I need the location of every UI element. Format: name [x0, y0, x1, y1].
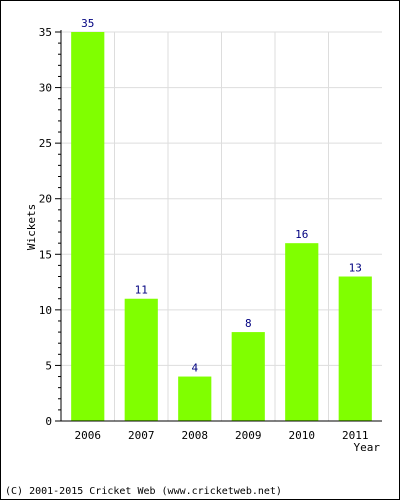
bar-chart: 0 5 10 15 20 25 30 35 35 2006 11 2007 4 2008 8 2009 16 20…	[25, 17, 382, 454]
y-axis-title: Wickets	[25, 204, 38, 250]
labels: 0 5 10 15 20 25 30 35 35 2006 11 2007 4 2008 8 2009 16 20…	[39, 17, 369, 442]
x-tick-label: 2007	[128, 429, 155, 442]
y-tick-label: 20	[39, 193, 52, 206]
data-label: 13	[349, 262, 362, 275]
data-label: 4	[191, 362, 198, 375]
x-tick-label: 2008	[182, 429, 209, 442]
bar-2006	[71, 32, 105, 421]
y-tick-label: 0	[45, 415, 52, 428]
bar-2009	[231, 332, 265, 421]
y-tick-label: 10	[39, 304, 52, 317]
data-label: 11	[135, 284, 148, 297]
copyright-footer: (C) 2001-2015 Cricket Web (www.cricketwe…	[5, 486, 282, 497]
bar-2008	[178, 376, 212, 421]
grid-lines	[61, 31, 382, 421]
bar-2007	[124, 298, 158, 421]
data-label: 8	[245, 317, 252, 330]
bar-2010	[285, 243, 319, 421]
bar-2011	[338, 276, 372, 421]
x-tick-label: 2011	[342, 429, 369, 442]
bars	[71, 32, 372, 421]
x-axis-title: Year	[354, 441, 381, 454]
axes	[55, 30, 382, 422]
y-tick-label: 30	[39, 82, 52, 95]
data-label: 35	[81, 17, 94, 30]
x-tick-label: 2006	[75, 429, 102, 442]
y-tick-label: 25	[39, 137, 52, 150]
x-tick-label: 2009	[235, 429, 262, 442]
y-tick-label: 5	[45, 359, 52, 372]
y-tick-label: 15	[39, 248, 52, 261]
data-label: 16	[295, 228, 308, 241]
x-tick-label: 2010	[289, 429, 316, 442]
y-tick-label: 35	[39, 26, 52, 39]
